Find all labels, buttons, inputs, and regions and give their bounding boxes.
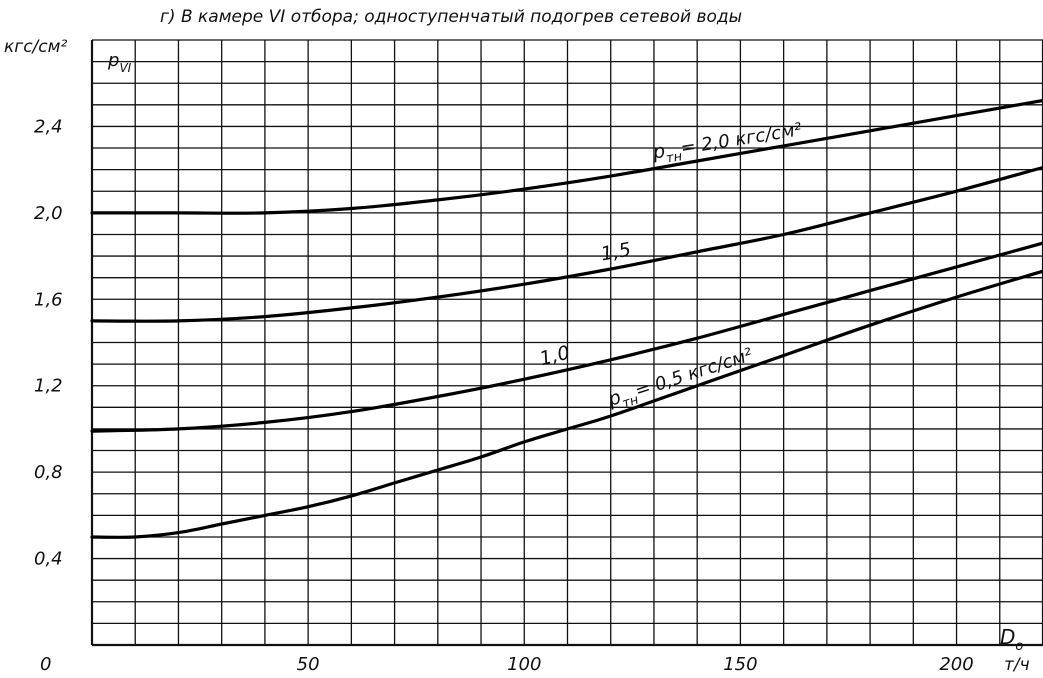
series-line-2 [90, 165, 1043, 323]
x-axis-label-main: D [1000, 625, 1015, 649]
x-unit-label: т/ч [1004, 655, 1030, 675]
series-line-3 [90, 241, 1043, 433]
axes [90, 40, 1043, 647]
curves [90, 98, 1043, 539]
x-tick-label: 100 [507, 654, 541, 675]
series-label-main: p [650, 140, 666, 164]
origin-label: 0 [40, 654, 51, 675]
y-axis-label-main: p [107, 50, 119, 71]
x-tick-label: 200 [939, 654, 973, 675]
series-line-1 [90, 98, 1043, 215]
y-tick-label: 2,4 [34, 116, 63, 137]
series-label-sub: тн [665, 149, 684, 166]
x-tick-label: 150 [723, 654, 757, 675]
y-tick-label: 2,0 [34, 203, 63, 224]
y-tick-label: 1,2 [34, 376, 63, 397]
series-label-2: 1,5 [599, 239, 633, 266]
y-unit-label: кгс/см² [4, 37, 67, 57]
y-axis-label: pVI [107, 50, 132, 75]
labels: г) В камере VI отбора; одноступенчатый п… [4, 7, 1030, 675]
y-tick-label: 0,8 [34, 462, 63, 483]
y-tick-label: 0,4 [34, 549, 63, 570]
x-tick-label: 50 [297, 654, 320, 675]
chart-title: г) В камере VI отбора; одноступенчатый п… [160, 7, 742, 27]
series-line-4 [90, 269, 1043, 539]
y-tick-label: 1,6 [34, 289, 63, 310]
y-axis-label-sub: VI [119, 61, 131, 75]
x-axis-label-sub: о [1015, 639, 1023, 654]
series-label-sub: тн [621, 392, 641, 411]
grid [92, 39, 1043, 645]
series-label-main: 1,5 [599, 239, 633, 266]
svg-text:pVI: pVI [107, 50, 132, 75]
x-axis-label: Dо [1000, 625, 1023, 654]
series-label-main: p [605, 386, 624, 411]
svg-text:Dо: Dо [1000, 625, 1023, 654]
